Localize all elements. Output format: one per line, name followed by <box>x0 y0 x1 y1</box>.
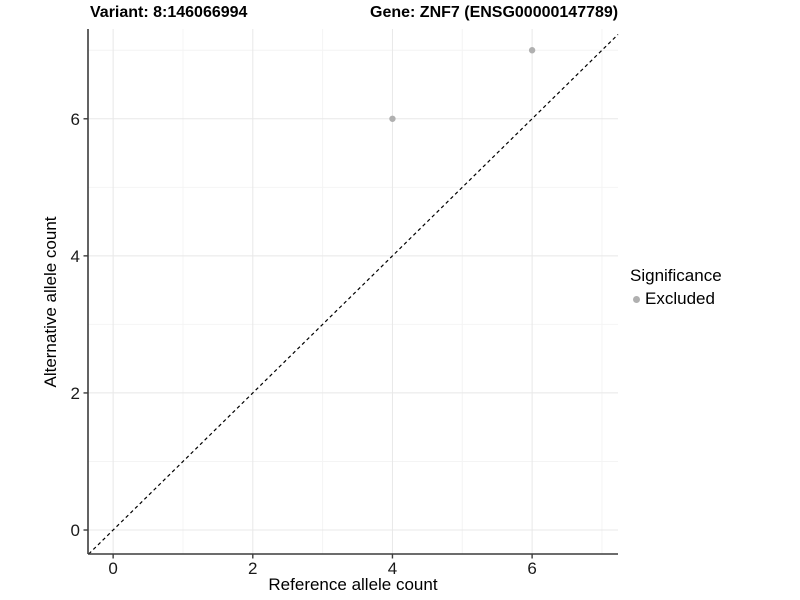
y-tick-label: 6 <box>71 110 80 129</box>
legend-title: Significance <box>630 266 722 285</box>
x-tick-label: 4 <box>388 559 397 578</box>
legend-item-label: Excluded <box>645 289 715 308</box>
legend-point-swatch-icon <box>633 295 640 303</box>
legend-item-excluded: Excluded <box>633 289 722 309</box>
x-tick-label: 0 <box>108 559 117 578</box>
x-tick-label: 2 <box>248 559 257 578</box>
plot-title-gene: Gene: ZNF7 (ENSG00000147789) <box>370 4 619 21</box>
x-axis-title: Reference allele count <box>268 575 438 594</box>
y-tick-label: 0 <box>71 521 80 540</box>
y-tick-label: 2 <box>71 384 80 403</box>
plot-title-variant: Variant: 8:146066994 <box>90 4 248 21</box>
y-tick-label: 4 <box>71 247 80 266</box>
legend: Significance Excluded <box>630 266 722 309</box>
y-axis-title: Alternative allele count <box>41 216 60 388</box>
x-tick-label: 6 <box>527 559 536 578</box>
